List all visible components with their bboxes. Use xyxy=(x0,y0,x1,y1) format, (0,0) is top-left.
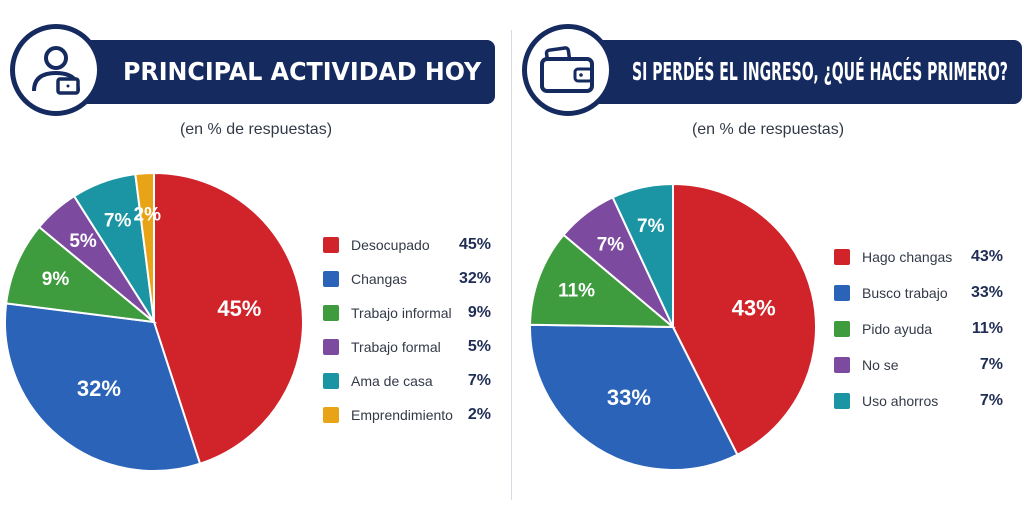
legend-swatch xyxy=(323,407,339,423)
pie-slice-uso-ahorros xyxy=(611,182,674,328)
slice-label-pido-ayuda: 11% xyxy=(558,280,595,301)
legend-swatch xyxy=(834,249,850,265)
legend-item-busco-trabajo: Busco trabajo 33% xyxy=(834,281,1003,305)
legend-item-changas: Changas 32% xyxy=(323,267,491,291)
legend-label: Pido ayuda xyxy=(862,321,933,337)
legend-item-pido-ayuda: Pido ayuda 11% xyxy=(834,317,1003,341)
chart-subtitle: (en % de respuestas) xyxy=(691,121,845,138)
legend-value: 11% xyxy=(971,320,1003,337)
pie-chart-ingreso: 43% 33% 11% 7% 7% xyxy=(529,182,818,471)
legend-item-desocupado: Desocupado 45% xyxy=(323,233,491,257)
legend-swatch xyxy=(323,237,339,253)
legend-label: Desocupado xyxy=(351,237,430,253)
slice-label-ama-de-casa: 7% xyxy=(104,211,132,232)
legend-swatch xyxy=(834,357,850,373)
legend-swatch xyxy=(834,321,850,337)
legend-item-uso-ahorros: Uso ahorros 7% xyxy=(834,389,1003,413)
legend-label: Emprendimiento xyxy=(351,407,453,423)
legend-label: No se xyxy=(862,357,899,373)
slice-label-uso-ahorros: 7% xyxy=(637,216,665,237)
pie-slice-emprendimiento xyxy=(134,171,155,323)
legend-swatch xyxy=(323,271,339,287)
pie-slice-pido-ayuda xyxy=(529,233,676,329)
legend-item-ama-de-casa: Ama de casa 7% xyxy=(323,369,491,393)
pie-slice-desocupado xyxy=(153,171,304,465)
legend-item-emprendimiento: Emprendimiento 2% xyxy=(323,403,491,427)
slice-label-hago-changas: 43% xyxy=(732,295,776,320)
header-bar: PRINCIPAL ACTIVIDAD HOY xyxy=(45,40,495,104)
slice-label-trabajo-informal: 9% xyxy=(42,269,70,290)
legend-swatch xyxy=(323,339,339,355)
legend-label: Trabajo formal xyxy=(351,339,441,355)
chart-subtitle: (en % de respuestas) xyxy=(179,121,333,138)
chart-title: PRINCIPAL ACTIVIDAD HOY xyxy=(123,57,482,86)
legend-value: 33% xyxy=(970,284,1003,301)
legend-ingreso: Hago changas 43% Busco trabajo 33% Pido ayud… xyxy=(834,245,1003,415)
slice-label-emprendimiento: 2% xyxy=(134,204,162,225)
legend-value: 7% xyxy=(467,372,491,389)
legend-item-trabajo-formal: Trabajo formal 5% xyxy=(323,335,491,359)
legend-actividad: Desocupado 45% Changas 32% Trabajo informal 9… xyxy=(323,233,491,423)
legend-swatch xyxy=(834,285,850,301)
slice-label-desocupado: 45% xyxy=(217,296,261,321)
legend-value: 9% xyxy=(467,304,491,321)
header-bar: SI PERDÉS EL INGRESO, ¿QUÉ HACÉS PRIMERO… xyxy=(552,40,1022,104)
legend-value: 45% xyxy=(458,236,491,253)
chart-title: SI PERDÉS EL INGRESO, ¿QUÉ HACÉS PRIMERO… xyxy=(632,57,1008,86)
legend-swatch xyxy=(323,373,339,389)
slice-label-no-se: 7% xyxy=(597,235,625,256)
slice-label-trabajo-formal: 5% xyxy=(69,231,97,252)
legend-label: Ama de casa xyxy=(351,373,433,389)
slice-label-busco-trabajo: 33% xyxy=(607,385,651,410)
legend-label: Changas xyxy=(351,271,408,287)
chart-panel-actividad: PRINCIPAL ACTIVIDAD HOY (en % de respues… xyxy=(4,24,495,472)
legend-swatch xyxy=(834,393,850,409)
pie-slice-hago-changas xyxy=(672,182,818,457)
legend-label: Trabajo informal xyxy=(351,305,452,321)
legend-value: 5% xyxy=(467,338,491,355)
pie-chart-actividad: 45% 32% 9% 5% 7% 2% xyxy=(4,171,304,472)
chart-panel-ingreso: SI PERDÉS EL INGRESO, ¿QUÉ HACÉS PRIMERO… xyxy=(512,0,1024,519)
legend-swatch xyxy=(323,305,339,321)
legend-value: 32% xyxy=(458,270,491,287)
legend-value: 43% xyxy=(970,248,1003,265)
person-laptop-icon xyxy=(10,24,102,116)
legend-item-no-se: No se 7% xyxy=(834,353,1003,377)
legend-value: 2% xyxy=(467,406,491,423)
pie-slice-trabajo-informal xyxy=(5,225,158,324)
legend-label: Hago changas xyxy=(862,249,953,265)
legend-value: 7% xyxy=(979,392,1003,409)
pie-slice-busco-trabajo xyxy=(529,323,739,471)
slice-label-changas: 32% xyxy=(77,376,121,401)
legend-item-trabajo-informal: Trabajo informal 9% xyxy=(323,301,491,325)
legend-label: Busco trabajo xyxy=(862,285,948,301)
wallet-icon xyxy=(522,24,614,116)
legend-label: Uso ahorros xyxy=(862,393,939,409)
legend-item-hago-changas: Hago changas 43% xyxy=(834,245,1003,269)
pie-slice-changas xyxy=(4,302,202,472)
legend-value: 7% xyxy=(979,356,1003,373)
panel-divider xyxy=(511,30,512,500)
